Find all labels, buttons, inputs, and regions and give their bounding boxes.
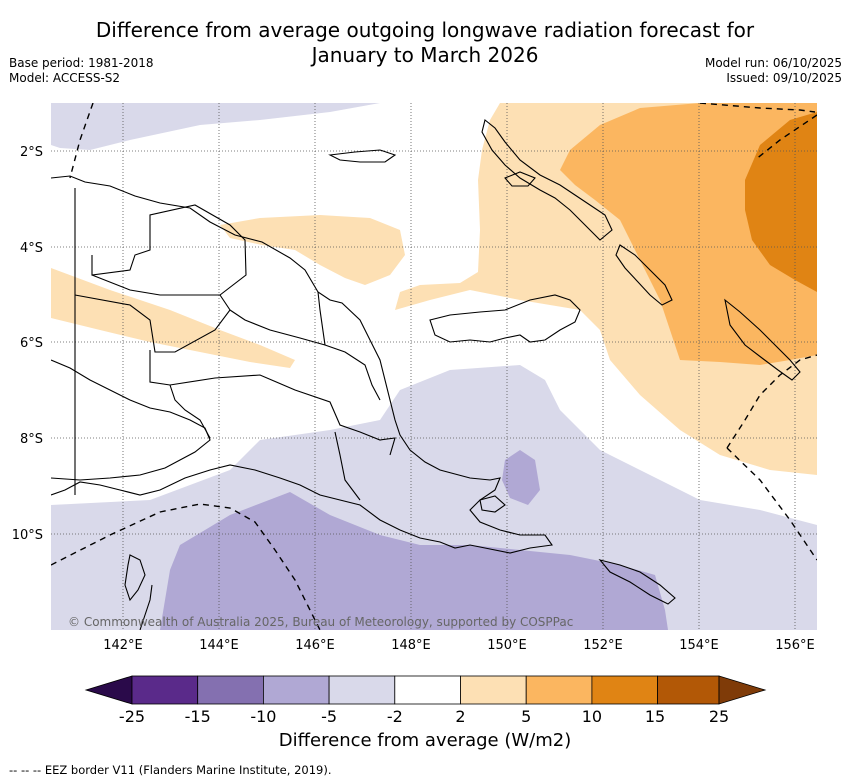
lat-label: 6°S	[20, 336, 43, 351]
bougainville-coastline	[615, 244, 673, 306]
lon-label: 148°E	[391, 638, 431, 653]
lon-label: 150°E	[487, 638, 527, 653]
eez-border-south	[51, 503, 321, 630]
colorbar-tick-labels: -25 -15 -10 -5 -2 2 5 10 15 25	[119, 707, 729, 726]
province-border-morobe	[317, 291, 326, 346]
lat-label: 2°S	[20, 145, 43, 160]
colorbar	[84, 675, 767, 705]
colorbar-tick-label: 15	[645, 707, 665, 726]
province-border-west	[91, 204, 247, 296]
eez-legend-note: -- -- -- EEZ border V11 (Flanders Marine…	[9, 763, 332, 777]
metadata-right: Model run: 06/10/2025 Issued: 09/10/2025	[705, 56, 842, 86]
lon-label: 152°E	[583, 638, 623, 653]
cape-york-coastline	[139, 584, 153, 630]
model-run: Model run: 06/10/2025	[704, 56, 842, 70]
colorbar-bin	[460, 675, 527, 705]
province-border-highlands	[149, 350, 396, 456]
lon-label: 146°E	[295, 638, 335, 653]
copyright-notice: © Commonwealth of Australia 2025, Bureau…	[68, 615, 573, 629]
new-ireland-coastline	[481, 119, 613, 241]
metadata-left: Base period: 1981-2018 Model: ACCESS-S2	[9, 56, 154, 86]
colorbar-title: Difference from average (W/m2)	[278, 730, 572, 751]
eez-borders	[51, 103, 817, 630]
map-title: Difference from average outgoing longwav…	[0, 18, 850, 68]
colorbar-tick-label: -5	[321, 707, 337, 726]
colorbar-tick-label: 25	[709, 707, 729, 726]
anomaly-region-neg5-10-small	[502, 450, 540, 505]
colorbar-extend-low	[84, 675, 133, 705]
colorbar-bin	[657, 675, 720, 705]
new-hanover-coastline	[504, 171, 536, 187]
administrative-borders	[74, 188, 396, 501]
anomaly-region-pos2-5-small	[802, 385, 817, 415]
lon-label: 154°E	[679, 638, 719, 653]
anomaly-region-neg5-10	[160, 492, 668, 630]
manus-island-coastline	[328, 149, 397, 163]
colorbar-tick-label: 10	[582, 707, 602, 726]
colorbar-bin	[394, 675, 461, 705]
eez-border-south-east	[726, 354, 817, 561]
solomon-islands-coastline	[724, 298, 801, 381]
colorbar-tick-label: -10	[250, 707, 276, 726]
map-plot-area: © Commonwealth of Australia 2025, Bureau…	[51, 103, 817, 630]
province-border-oro	[334, 431, 361, 501]
colorbar-tick-label: -25	[119, 707, 145, 726]
base-period: Base period: 1981-2018	[9, 56, 154, 70]
colorbar-bin	[591, 675, 659, 705]
lon-label: 144°E	[199, 638, 239, 653]
colorbar-extend-high	[718, 675, 767, 705]
colorbar-bin	[328, 675, 396, 705]
colorbar-tick-label: 5	[521, 707, 531, 726]
longitude-labels: 142°E 144°E 146°E 148°E 150°E 152°E 154°…	[103, 638, 815, 653]
colorbar-bin	[525, 675, 593, 705]
anomaly-region-pos2-5-west	[51, 268, 295, 368]
colorbar-tick-label: -15	[185, 707, 211, 726]
louisiade-coastline	[598, 559, 676, 605]
title-line-1: Difference from average outgoing longwav…	[95, 18, 755, 42]
latitude-labels: 2°S 4°S 6°S 8°S 10°S	[12, 145, 43, 543]
colorbar-bin	[131, 675, 199, 705]
model-name: Model: ACCESS-S2	[9, 71, 121, 85]
lon-label: 156°E	[775, 638, 815, 653]
new-britain-coastline	[429, 294, 581, 343]
eez-border-west	[69, 103, 94, 179]
torres-strait-islands	[124, 554, 146, 602]
issued-date: Issued: 09/10/2025	[726, 71, 842, 85]
anomaly-region-neg2-5-north	[51, 103, 380, 150]
colorbar-bin	[197, 675, 264, 705]
lat-label: 8°S	[20, 432, 43, 447]
lat-label: 10°S	[12, 528, 43, 543]
new-guinea-coastline	[51, 175, 553, 554]
lon-label: 142°E	[103, 638, 143, 653]
colorbar-tick-label: -2	[387, 707, 403, 726]
province-border-gulf	[169, 384, 211, 439]
lat-label: 4°S	[20, 241, 43, 256]
colorbar-bin	[262, 675, 330, 705]
province-border-sepik	[74, 294, 231, 353]
colorbar-tick-label: 2	[455, 707, 465, 726]
eez-border-north-east	[699, 103, 817, 161]
anomaly-region-pos2-5-central	[220, 215, 405, 285]
dentrecasteaux-coastline	[479, 495, 506, 513]
title-line-2: January to March 2026	[311, 43, 539, 67]
